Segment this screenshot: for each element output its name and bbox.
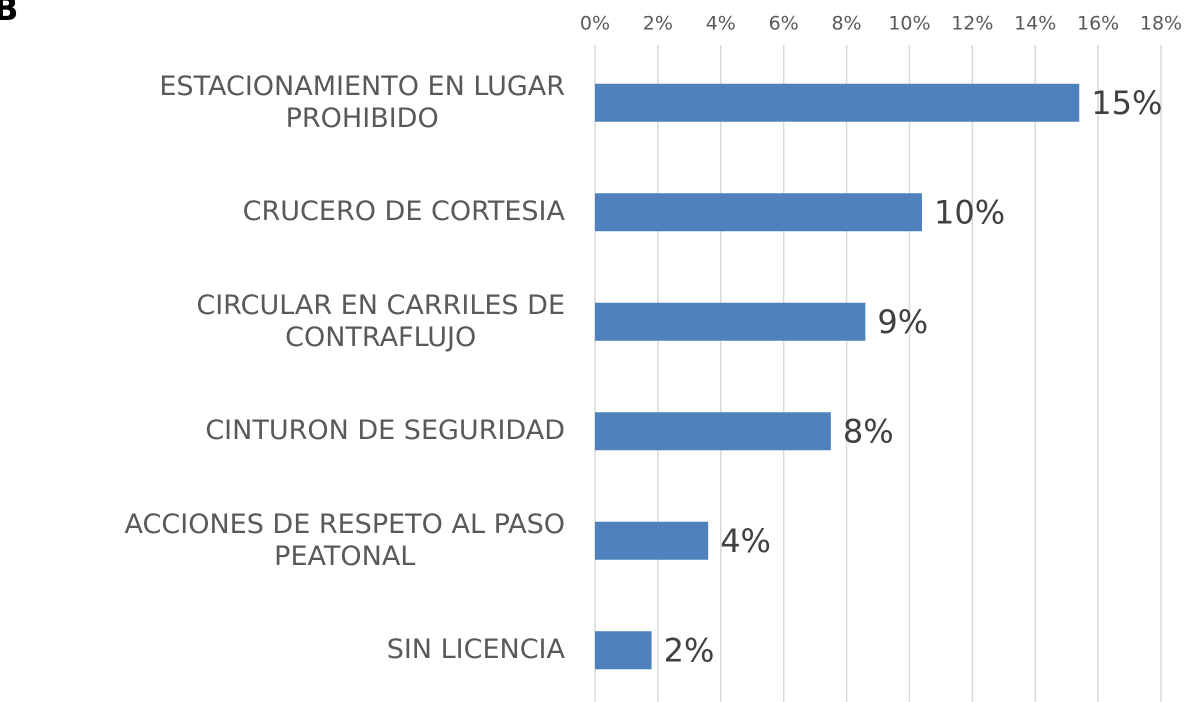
bar bbox=[595, 83, 1080, 122]
value-label: 8% bbox=[843, 412, 894, 450]
bar bbox=[595, 302, 866, 341]
x-tick-label: 6% bbox=[769, 13, 799, 35]
category-label: CINTURON DE SEGURIDAD bbox=[205, 415, 565, 447]
x-tick-label: 10% bbox=[888, 13, 930, 35]
x-tick-label: 18% bbox=[1140, 13, 1182, 35]
bar bbox=[595, 193, 923, 232]
x-tick-label: 8% bbox=[831, 13, 861, 35]
category-label: ESTACIONAMIENTO EN LUGAR PROHIBIDO bbox=[159, 70, 565, 134]
category-label: CRUCERO DE CORTESIA bbox=[242, 196, 565, 228]
category-label: CIRCULAR EN CARRILES DE CONTRAFLUJO bbox=[196, 289, 565, 353]
x-tick-label: 4% bbox=[706, 13, 736, 35]
value-label: 9% bbox=[877, 303, 928, 341]
value-label: 15% bbox=[1091, 84, 1162, 122]
value-label: 4% bbox=[720, 522, 771, 560]
x-tick-label: 0% bbox=[580, 13, 610, 35]
bar bbox=[595, 631, 652, 670]
value-label: 10% bbox=[934, 193, 1005, 231]
category-label: ACCIONES DE RESPETO AL PASO PEATONAL bbox=[124, 508, 565, 572]
bar bbox=[595, 521, 709, 560]
x-tick-label: 12% bbox=[951, 13, 993, 35]
x-tick-label: 2% bbox=[643, 13, 673, 35]
chart-title: B bbox=[0, 0, 19, 28]
category-label: SIN LICENCIA bbox=[386, 634, 565, 666]
x-tick-label: 14% bbox=[1014, 13, 1056, 35]
bar bbox=[595, 412, 831, 451]
x-tick-label: 16% bbox=[1077, 13, 1119, 35]
value-label: 2% bbox=[664, 631, 715, 669]
